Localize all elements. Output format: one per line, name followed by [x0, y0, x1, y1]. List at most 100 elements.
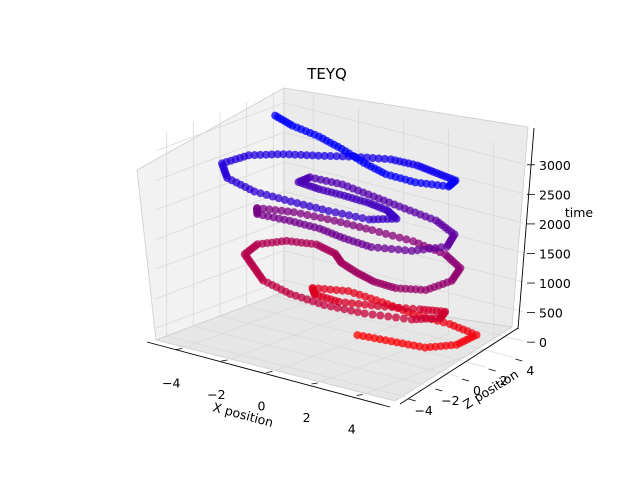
axis-lines: [146, 127, 535, 408]
data-point: [268, 192, 277, 201]
data-point: [333, 303, 342, 312]
y-grid-floor: [219, 315, 460, 378]
data-point: [347, 306, 356, 315]
data-point: [374, 243, 382, 252]
data-point: [368, 310, 377, 319]
data-point: [347, 299, 356, 308]
data-point: [381, 302, 389, 311]
time-axis-label: time: [565, 205, 594, 220]
data-point: [402, 235, 411, 244]
data-point: [326, 285, 335, 294]
x-axis-line: [146, 341, 391, 408]
data-point: [277, 206, 286, 215]
data-point: [318, 205, 327, 214]
x-tick-mark: [221, 359, 228, 362]
data-point: [256, 150, 265, 159]
data-point: [320, 151, 329, 160]
data-point: [262, 190, 271, 199]
data-point: [283, 207, 292, 216]
data-point: [289, 208, 298, 217]
y-grid-floor: [193, 325, 433, 388]
data-point: [259, 204, 268, 213]
data-point: [351, 212, 360, 221]
data-point: [407, 246, 416, 255]
data-point: [310, 212, 319, 221]
data-point: [314, 151, 323, 160]
data-point: [293, 199, 302, 208]
z-grid: [155, 250, 524, 312]
data-point: [250, 151, 259, 160]
x-tick-mark: [266, 371, 273, 373]
data-point: [345, 211, 353, 220]
data-point: [334, 297, 343, 306]
data-point: [244, 151, 253, 160]
z-tick-label: 3000: [539, 158, 571, 173]
z-grid: [155, 161, 524, 224]
data-point: [316, 213, 325, 222]
data-point: [394, 245, 403, 254]
data-point: [367, 301, 376, 310]
data-point: [305, 202, 314, 211]
data-point: [395, 233, 404, 242]
data-point: [279, 150, 288, 159]
data-point: [262, 150, 271, 159]
data-point: [303, 211, 312, 219]
y-tick-mark: [435, 388, 443, 392]
z-position-axis-label: Z position: [460, 366, 521, 412]
data-point: [332, 152, 341, 161]
data-point: [354, 299, 363, 308]
data-point: [392, 313, 400, 322]
x-axis-label: X position: [211, 399, 275, 430]
x-tick-label: 2: [303, 410, 311, 425]
data-point: [324, 207, 333, 215]
data-point: [376, 311, 385, 320]
data-point: [302, 151, 311, 160]
data-point: [280, 195, 289, 204]
data-point: [384, 312, 393, 321]
x-tick-label: 4: [348, 422, 356, 437]
data-point: [286, 197, 295, 206]
data-point: [343, 219, 351, 228]
data-point: [312, 203, 321, 212]
x-tick-label: −4: [162, 375, 180, 390]
data-point: [380, 244, 389, 253]
data-point: [340, 305, 349, 314]
y-tick-label: −4: [414, 403, 432, 418]
data-point: [358, 214, 367, 223]
data-point: [361, 300, 369, 309]
data-point: [401, 246, 409, 255]
y-grid-floor: [166, 335, 406, 398]
y-tick-mark: [408, 398, 416, 402]
data-point: [388, 231, 397, 240]
data-point: [320, 285, 329, 293]
data-point: [330, 216, 339, 225]
data-point: [341, 298, 350, 307]
data-point: [409, 237, 418, 246]
z-tick-label: 1500: [539, 246, 571, 261]
data-point: [344, 287, 353, 296]
data-point: [407, 315, 416, 324]
data-point: [271, 206, 280, 215]
x-tick-label: −2: [207, 387, 225, 402]
data-point: [326, 302, 335, 311]
data-point: [273, 150, 282, 159]
data-point: [387, 245, 396, 253]
data-point: [368, 226, 377, 235]
data-point: [353, 308, 362, 317]
z-tick-label: 2500: [539, 187, 571, 202]
data-point: [291, 150, 299, 159]
data-point: [425, 244, 434, 253]
data-point: [326, 152, 335, 160]
chart-title: TEYQ: [306, 65, 347, 83]
x-tick-mark: [176, 348, 183, 350]
data-point: [399, 314, 408, 323]
y-tick-label: −2: [441, 393, 459, 408]
data-point: [285, 150, 294, 159]
y-axis-line: [399, 327, 519, 405]
data-point: [332, 286, 341, 295]
y-tick-mark: [515, 358, 523, 362]
data-point: [296, 150, 305, 159]
data-point: [323, 215, 332, 224]
data-point: [299, 200, 308, 209]
